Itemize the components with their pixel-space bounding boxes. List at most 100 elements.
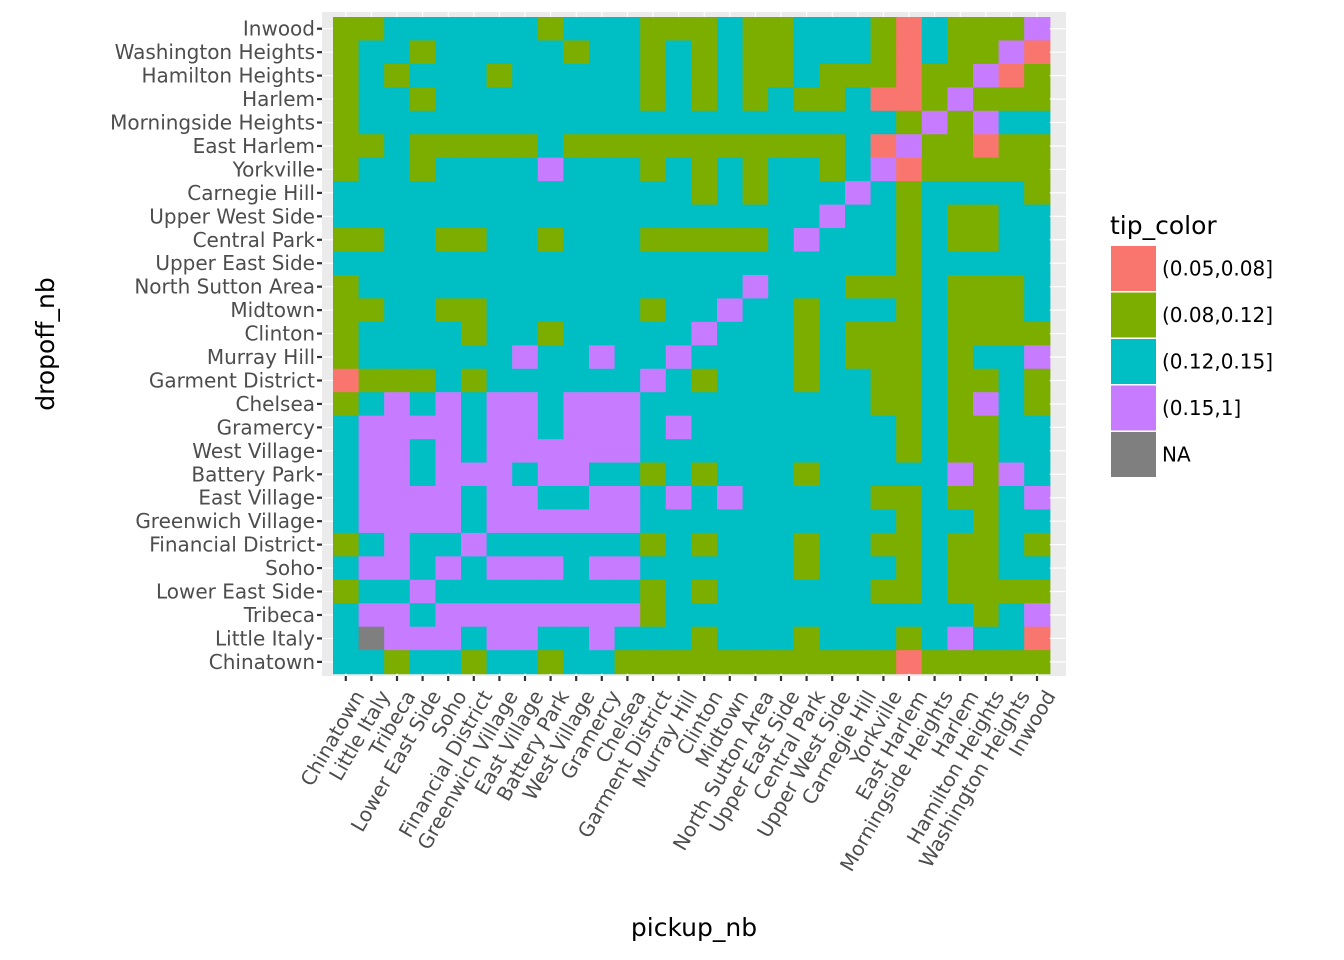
y-tick-label: Tribeca [243, 603, 315, 627]
heatmap-cell [486, 439, 513, 464]
heatmap-cell [358, 626, 385, 651]
y-tick-label: Midtown [230, 298, 315, 322]
heatmap-cell [640, 110, 667, 135]
heatmap-cell [614, 556, 641, 581]
heatmap-cell [947, 87, 974, 112]
heatmap-cell [409, 63, 436, 88]
heatmap-cell [665, 439, 692, 464]
heatmap-cell [845, 462, 872, 487]
heatmap-cell [973, 603, 1000, 628]
legend: tip_color (0.05,0.08] (0.08,0.12] (0.12,0.… [1110, 211, 1273, 477]
heatmap-cell [435, 368, 462, 393]
y-tick-label: Chinatown [209, 650, 315, 674]
heatmap-cell [717, 181, 744, 206]
heatmap-cell [870, 579, 897, 604]
heatmap-cell [1024, 650, 1051, 675]
heatmap-cell [793, 274, 820, 299]
heatmap-cell [896, 345, 923, 370]
heatmap-cell [384, 321, 411, 346]
heatmap-cell [845, 626, 872, 651]
heatmap-cell [768, 321, 795, 346]
heatmap-cell [435, 17, 462, 42]
heatmap-cell [819, 321, 846, 346]
heatmap-cell [512, 486, 539, 511]
heatmap-cell [870, 228, 897, 253]
heatmap-cell [921, 87, 948, 112]
heatmap-cell [973, 110, 1000, 135]
heatmap-cell [537, 274, 564, 299]
heatmap-cell [512, 439, 539, 464]
heatmap-cell [358, 134, 385, 159]
heatmap-cell [486, 462, 513, 487]
y-tick-label: East Harlem [193, 134, 315, 158]
heatmap-cell [563, 251, 590, 276]
heatmap-cell [563, 368, 590, 393]
heatmap-cell [691, 321, 718, 346]
heatmap-cell [435, 462, 462, 487]
heatmap-cell [973, 40, 1000, 65]
heatmap-cell [819, 626, 846, 651]
heatmap-cell [333, 321, 360, 346]
heatmap-cell [768, 298, 795, 323]
heatmap-cell [896, 462, 923, 487]
heatmap-cell [691, 181, 718, 206]
heatmap-cell [384, 486, 411, 511]
heatmap-cell [742, 603, 769, 628]
heatmap-cell [973, 298, 1000, 323]
heatmap-cell [665, 17, 692, 42]
heatmap-cell [793, 87, 820, 112]
y-tick-label: Greenwich Village [135, 509, 315, 533]
heatmap-cell [947, 274, 974, 299]
heatmap-cell [768, 486, 795, 511]
heatmap-cell [486, 157, 513, 182]
heatmap-cell [665, 650, 692, 675]
heatmap-cell [973, 532, 1000, 557]
heatmap-cell [691, 228, 718, 253]
heatmap-cell [486, 392, 513, 417]
heatmap-cell [998, 157, 1025, 182]
heatmap-cell [537, 509, 564, 534]
heatmap-cell [870, 134, 897, 159]
legend-key [1111, 339, 1156, 384]
heatmap-cell [819, 134, 846, 159]
heatmap-cell [640, 532, 667, 557]
heatmap-cell [461, 321, 488, 346]
heatmap-cell [537, 251, 564, 276]
heatmap-cell [768, 462, 795, 487]
heatmap-cell [947, 63, 974, 88]
heatmap-cell [563, 181, 590, 206]
heatmap-cell [921, 274, 948, 299]
heatmap-cell [768, 439, 795, 464]
heatmap-cell [358, 415, 385, 440]
heatmap-cell [793, 579, 820, 604]
heatmap-cell [691, 345, 718, 370]
heatmap-cell [742, 63, 769, 88]
heatmap-cell [845, 228, 872, 253]
heatmap-cell [896, 603, 923, 628]
heatmap-cell [384, 228, 411, 253]
heatmap-cell [358, 392, 385, 417]
heatmap-cell [717, 87, 744, 112]
heatmap-cell [614, 532, 641, 557]
heatmap-cell [845, 368, 872, 393]
heatmap-cell [461, 650, 488, 675]
heatmap-cell [947, 204, 974, 229]
heatmap-cell [870, 345, 897, 370]
heatmap-cell [973, 134, 1000, 159]
heatmap-cell [921, 251, 948, 276]
heatmap-cell [998, 345, 1025, 370]
heatmap-cell [435, 532, 462, 557]
heatmap-cell [973, 63, 1000, 88]
heatmap-cell [384, 157, 411, 182]
heatmap-cell [793, 392, 820, 417]
y-axis-title: dropoff_nb [31, 277, 60, 411]
heatmap-cell [896, 439, 923, 464]
heatmap-cell [691, 392, 718, 417]
heatmap-cell [486, 579, 513, 604]
heatmap-cell [486, 228, 513, 253]
heatmap-cell [589, 17, 616, 42]
heatmap-cell [819, 486, 846, 511]
heatmap-cell [486, 368, 513, 393]
heatmap-cell [358, 228, 385, 253]
heatmap-cell [947, 134, 974, 159]
